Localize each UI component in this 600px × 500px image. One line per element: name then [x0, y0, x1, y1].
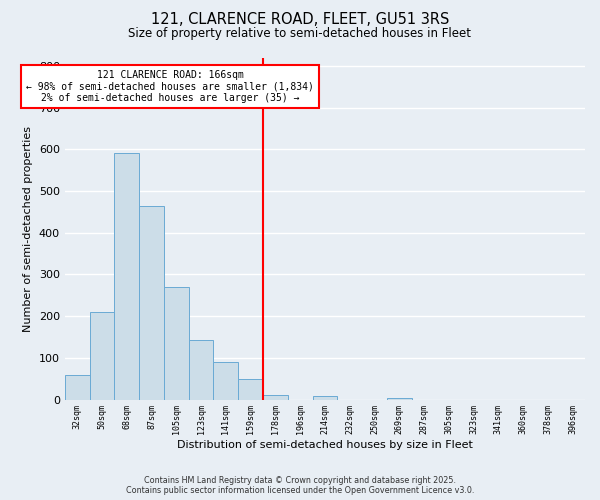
- X-axis label: Distribution of semi-detached houses by size in Fleet: Distribution of semi-detached houses by …: [177, 440, 473, 450]
- Text: 121, CLARENCE ROAD, FLEET, GU51 3RS: 121, CLARENCE ROAD, FLEET, GU51 3RS: [151, 12, 449, 28]
- Text: Size of property relative to semi-detached houses in Fleet: Size of property relative to semi-detach…: [128, 28, 472, 40]
- Y-axis label: Number of semi-detached properties: Number of semi-detached properties: [23, 126, 33, 332]
- Text: 121 CLARENCE ROAD: 166sqm
← 98% of semi-detached houses are smaller (1,834)
2% o: 121 CLARENCE ROAD: 166sqm ← 98% of semi-…: [26, 70, 314, 103]
- Bar: [238, 378, 263, 400]
- Bar: [263, 396, 288, 400]
- Bar: [89, 312, 115, 400]
- Bar: [188, 340, 214, 400]
- Bar: [164, 286, 188, 400]
- Bar: [65, 374, 89, 400]
- Bar: [387, 398, 412, 400]
- Bar: [313, 396, 337, 400]
- Bar: [214, 362, 238, 400]
- Bar: [139, 206, 164, 400]
- Text: Contains HM Land Registry data © Crown copyright and database right 2025.
Contai: Contains HM Land Registry data © Crown c…: [126, 476, 474, 495]
- Bar: [115, 152, 139, 400]
